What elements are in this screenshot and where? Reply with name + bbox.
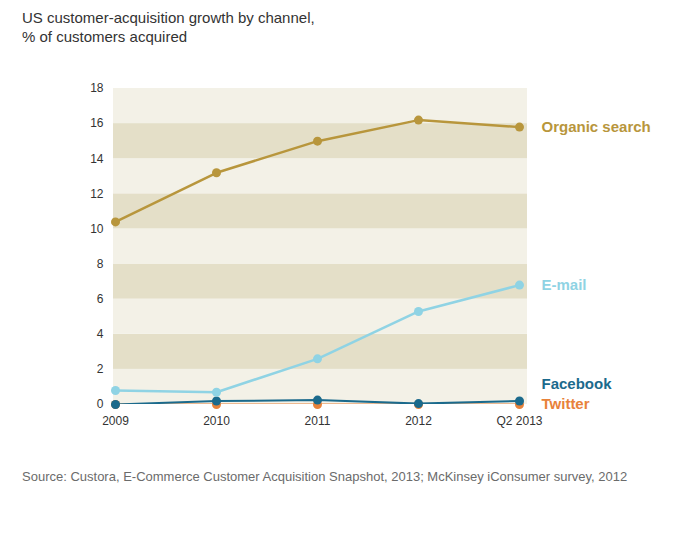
html-text:% of customers acquired: % of customers acquired (22, 28, 188, 45)
svg-text:2009: 2009 (102, 414, 129, 428)
svg-text:10: 10 (90, 222, 104, 236)
svg-text:Facebook: Facebook (542, 375, 613, 392)
svg-text:Twitter: Twitter (542, 395, 590, 412)
svg-text:0: 0 (97, 397, 104, 411)
html-text:Source: Custora, E-Commerce Cu: Source: Custora, E-Commerce Customer Acq… (22, 469, 628, 484)
svg-text:14: 14 (90, 152, 104, 166)
svg-text:18: 18 (90, 81, 104, 95)
svg-text:E-mail: E-mail (542, 276, 587, 293)
svg-text:Organic search: Organic search (542, 118, 651, 135)
svg-text:16: 16 (90, 116, 104, 130)
svg-text:2012: 2012 (405, 414, 432, 428)
svg-text:6: 6 (97, 292, 104, 306)
svg-text:12: 12 (90, 187, 104, 201)
svg-text:2: 2 (97, 362, 104, 376)
svg-text:4: 4 (97, 327, 104, 341)
html-text:US customer-acquisition growth: US customer-acquisition growth by channe… (22, 9, 315, 26)
svg-text:8: 8 (97, 257, 104, 271)
svg-text:2010: 2010 (203, 414, 230, 428)
svg-text:2011: 2011 (305, 414, 331, 428)
svg-text:Q2 2013: Q2 2013 (496, 414, 542, 428)
